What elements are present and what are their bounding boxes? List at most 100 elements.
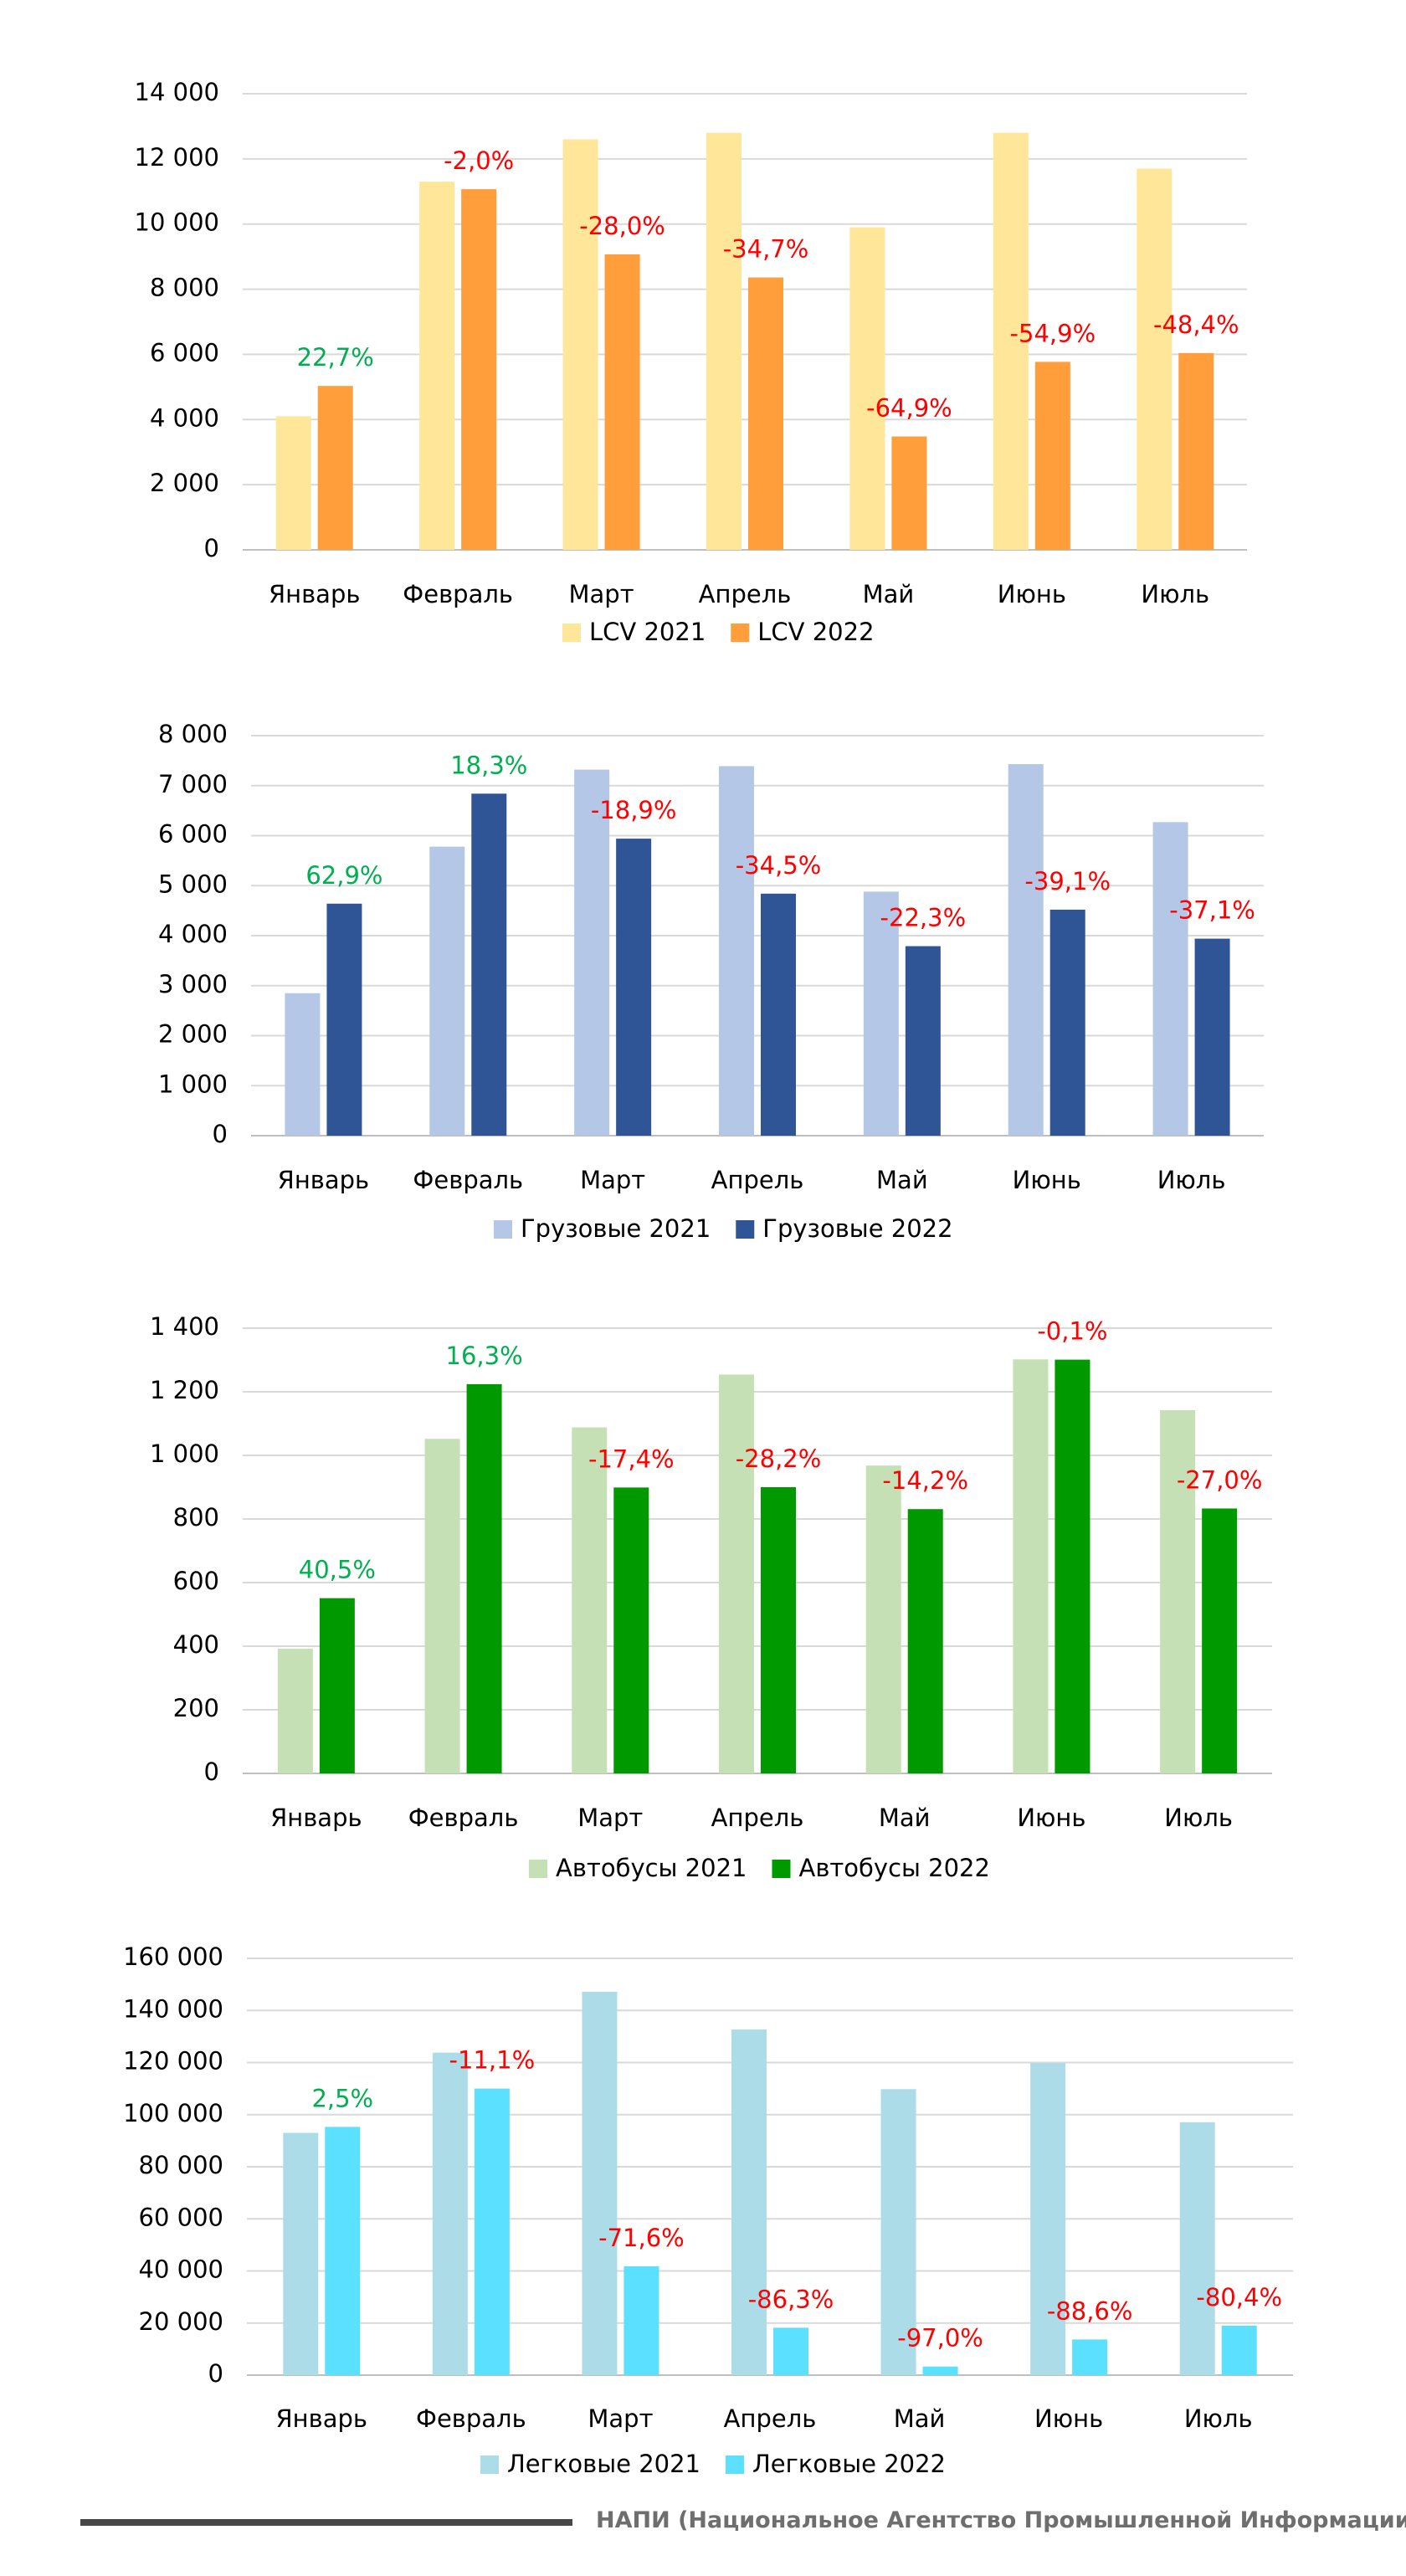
x-tick-label: Март (580, 1166, 645, 1194)
change-label: -14,2% (882, 1466, 968, 1495)
y-tick-label: 7 000 (158, 770, 228, 798)
y-tick-label: 1 000 (158, 1070, 228, 1098)
change-label: -34,5% (736, 851, 822, 880)
x-tick-label: Июнь (1013, 1166, 1081, 1194)
lcv-chart: 0 2 000 4 000 6 000 8 000 10 000 12 000 14 000 2… (0, 0, 1406, 661)
change-label: 16,3% (446, 1342, 523, 1370)
change-label: -28,2% (736, 1445, 822, 1473)
legend-swatch (494, 1220, 512, 1239)
chart-svg: 0 20 000 40 000 60 000 80 000 100 000 120 000 1… (123, 1942, 1293, 2477)
chart-svg: 0 2 000 4 000 6 000 8 000 10 000 12 000 14 000 2… (135, 78, 1247, 646)
y-tick-label: 8 000 (150, 274, 219, 302)
bar-2022 (325, 2127, 361, 2375)
y-tick-label: 800 (173, 1503, 219, 1532)
change-label: -17,4% (588, 1445, 675, 1473)
x-tick-label: Май (876, 1166, 928, 1194)
change-label: 22,7% (297, 343, 374, 372)
bar-2022 (1072, 2339, 1108, 2375)
bar-2022 (466, 1383, 502, 1773)
bar-2021 (562, 139, 598, 550)
y-tick-label: 120 000 (123, 2047, 223, 2076)
y-tick-label: 200 (173, 1694, 219, 1722)
y-tick-label: 12 000 (135, 143, 219, 172)
x-tick-label: Январь (278, 1166, 369, 1194)
bar-2021 (1152, 822, 1188, 1136)
legend-swatch (529, 1860, 547, 1878)
legend-swatch (480, 2455, 499, 2474)
bar-2021 (275, 416, 311, 550)
bar-2021 (849, 227, 885, 550)
change-label: -0,1% (1037, 1317, 1107, 1346)
change-label: -71,6% (598, 2224, 685, 2252)
x-tick-label: Февраль (413, 1166, 523, 1194)
y-tick-label: 80 000 (139, 2151, 223, 2179)
bar-2022 (623, 2266, 659, 2375)
bar-2022 (1202, 1508, 1238, 1773)
bar-2022 (474, 2088, 510, 2375)
bar-2022 (907, 1509, 943, 1773)
bar-2022 (461, 189, 497, 550)
footer-divider (80, 2519, 572, 2526)
change-label: -39,1% (1024, 867, 1111, 895)
change-label: -28,0% (579, 212, 665, 240)
y-tick-label: 14 000 (135, 78, 219, 106)
bar-2021 (719, 766, 754, 1136)
legend-label: Автобусы 2021 (556, 1854, 747, 1882)
y-tick-label: 140 000 (123, 1994, 223, 2023)
y-tick-label: 6 000 (158, 820, 228, 849)
bar-2021 (574, 769, 610, 1136)
trucks-chart: 0 1 000 2 000 3 000 4 000 5 000 6 000 7 000 8 00… (0, 661, 1406, 1272)
bar-2022 (613, 1487, 649, 1773)
y-tick-label: 400 (173, 1630, 219, 1659)
x-tick-label: Февраль (408, 1804, 519, 1832)
legend-swatch (726, 2455, 744, 2474)
x-tick-label: Январь (269, 580, 360, 608)
bar-2021 (424, 1439, 460, 1773)
bar-2022 (319, 1598, 355, 1773)
change-label: -80,4% (1196, 2283, 1282, 2312)
y-tick-label: 20 000 (139, 2307, 223, 2336)
change-label: -86,3% (748, 2285, 834, 2313)
footer: НАПИ (Национальное Агентство Промышленно… (0, 2477, 1406, 2569)
y-tick-label: 1 200 (150, 1376, 219, 1404)
x-tick-label: Май (894, 2404, 946, 2433)
x-tick-label: Март (569, 580, 634, 608)
x-tick-label: Февраль (403, 580, 513, 608)
bar-2021 (1179, 2122, 1215, 2375)
bar-2021 (285, 993, 321, 1136)
bar-2022 (761, 1487, 796, 1773)
y-tick-label: 4 000 (150, 403, 219, 432)
chart-svg: 0 1 000 2 000 3 000 4 000 5 000 6 000 7 000 8 00… (158, 720, 1264, 1243)
x-tick-label: Июнь (1034, 2404, 1103, 2433)
legend-label: Автобусы 2022 (798, 1854, 989, 1882)
bar-2022 (326, 903, 362, 1136)
legend-label: LCV 2022 (757, 618, 874, 646)
bar-2022 (616, 839, 652, 1136)
bar-2022 (773, 2327, 808, 2375)
change-label: -48,4% (1153, 310, 1239, 339)
x-tick-label: Июль (1164, 1804, 1233, 1832)
bar-2021 (863, 891, 899, 1136)
change-label: 62,9% (305, 861, 382, 890)
change-label: 2,5% (311, 2084, 373, 2112)
legend-label: Легковые 2021 (507, 2450, 700, 2477)
x-tick-label: Июнь (1017, 1804, 1085, 1832)
change-label: -64,9% (866, 394, 952, 423)
x-tick-label: Июль (1184, 2404, 1253, 2433)
y-tick-label: 160 000 (123, 1942, 223, 1971)
bar-2021 (582, 1991, 618, 2375)
bar-2021 (719, 1374, 754, 1773)
change-label: -22,3% (880, 904, 967, 932)
bar-2022 (922, 2366, 958, 2375)
y-tick-label: 0 (213, 1120, 228, 1148)
change-label: 40,5% (299, 1556, 376, 1584)
y-tick-label: 60 000 (139, 2203, 223, 2231)
bar-2021 (880, 2089, 916, 2375)
legend-label: Легковые 2022 (752, 2450, 946, 2477)
buses-chart: 0 200 400 600 800 1 000 1 200 1 400 40,5% Январь 1… (0, 1272, 1406, 1891)
bar-2021 (1008, 764, 1044, 1136)
legend-swatch (731, 623, 750, 642)
bar-2022 (604, 254, 640, 550)
x-tick-label: Апрель (699, 580, 792, 608)
x-tick-label: Январь (276, 2404, 367, 2433)
